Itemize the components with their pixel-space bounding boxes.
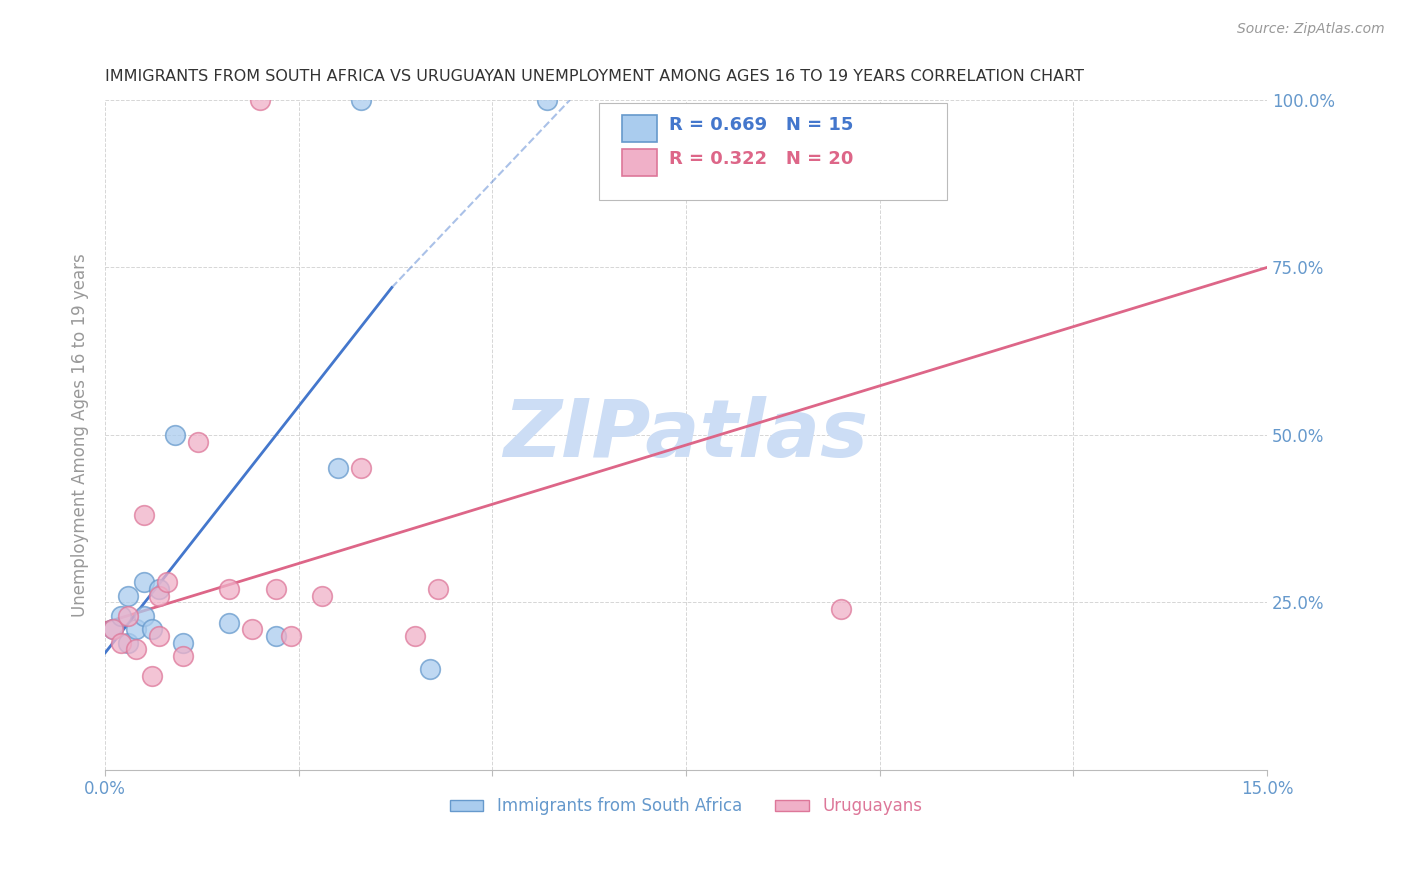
Point bbox=[427, 582, 450, 596]
Point bbox=[536, 93, 558, 107]
Point bbox=[148, 629, 170, 643]
Point bbox=[156, 575, 179, 590]
Point bbox=[125, 642, 148, 657]
Point bbox=[110, 608, 132, 623]
Point bbox=[101, 622, 124, 636]
Point bbox=[311, 589, 333, 603]
Point bbox=[326, 461, 349, 475]
Point bbox=[101, 622, 124, 636]
Point bbox=[172, 649, 194, 664]
Point bbox=[163, 428, 186, 442]
Point bbox=[218, 582, 240, 596]
Point bbox=[141, 622, 163, 636]
Point bbox=[240, 622, 263, 636]
Point bbox=[125, 622, 148, 636]
Point bbox=[264, 629, 287, 643]
Point bbox=[280, 629, 302, 643]
Text: R = 0.322   N = 20: R = 0.322 N = 20 bbox=[669, 150, 853, 168]
Point bbox=[117, 636, 139, 650]
Point bbox=[132, 608, 155, 623]
Point bbox=[148, 589, 170, 603]
Point bbox=[132, 575, 155, 590]
Point bbox=[132, 508, 155, 523]
Text: IMMIGRANTS FROM SOUTH AFRICA VS URUGUAYAN UNEMPLOYMENT AMONG AGES 16 TO 19 YEARS: IMMIGRANTS FROM SOUTH AFRICA VS URUGUAYA… bbox=[105, 69, 1084, 84]
Bar bbox=[623, 115, 657, 142]
Point bbox=[350, 93, 373, 107]
Point bbox=[117, 608, 139, 623]
Point bbox=[110, 636, 132, 650]
Text: Source: ZipAtlas.com: Source: ZipAtlas.com bbox=[1237, 22, 1385, 37]
Point bbox=[419, 663, 441, 677]
Point bbox=[172, 636, 194, 650]
Point bbox=[187, 434, 209, 449]
Point bbox=[830, 602, 852, 616]
Point bbox=[404, 629, 426, 643]
Point bbox=[141, 669, 163, 683]
Point bbox=[350, 461, 373, 475]
FancyBboxPatch shape bbox=[599, 103, 948, 201]
Point bbox=[117, 589, 139, 603]
Y-axis label: Unemployment Among Ages 16 to 19 years: Unemployment Among Ages 16 to 19 years bbox=[72, 253, 89, 617]
Point bbox=[218, 615, 240, 630]
Point bbox=[148, 582, 170, 596]
Legend: Immigrants from South Africa, Uruguayans: Immigrants from South Africa, Uruguayans bbox=[443, 790, 929, 822]
Text: R = 0.669   N = 15: R = 0.669 N = 15 bbox=[669, 117, 853, 135]
Text: ZIPatlas: ZIPatlas bbox=[503, 396, 869, 474]
Point bbox=[264, 582, 287, 596]
Bar bbox=[623, 149, 657, 176]
Point bbox=[249, 93, 271, 107]
